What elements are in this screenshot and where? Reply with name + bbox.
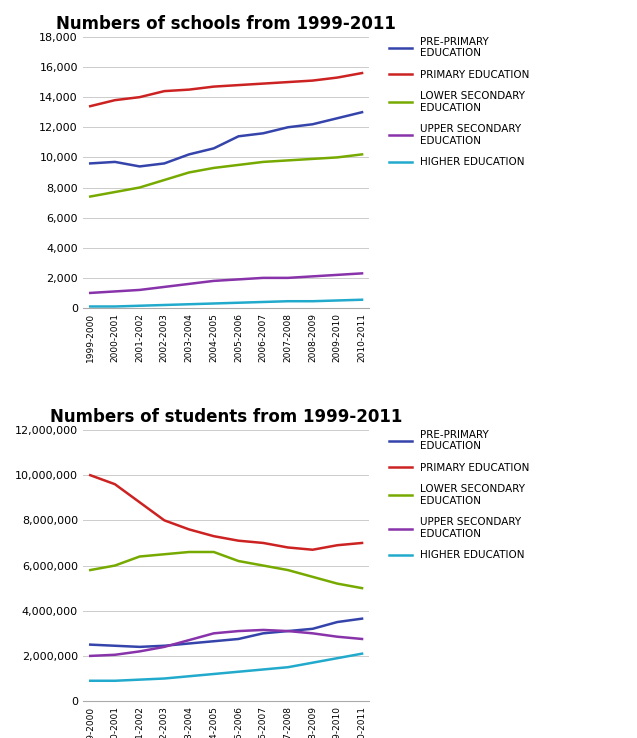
Title: Numbers of students from 1999-2011: Numbers of students from 1999-2011: [50, 407, 403, 426]
Legend: PRE-PRIMARY
EDUCATION, PRIMARY EDUCATION, LOWER SECONDARY
EDUCATION, UPPER SECON: PRE-PRIMARY EDUCATION, PRIMARY EDUCATION…: [389, 430, 529, 560]
Title: Numbers of schools from 1999-2011: Numbers of schools from 1999-2011: [56, 15, 396, 32]
Legend: PRE-PRIMARY
EDUCATION, PRIMARY EDUCATION, LOWER SECONDARY
EDUCATION, UPPER SECON: PRE-PRIMARY EDUCATION, PRIMARY EDUCATION…: [389, 37, 529, 168]
